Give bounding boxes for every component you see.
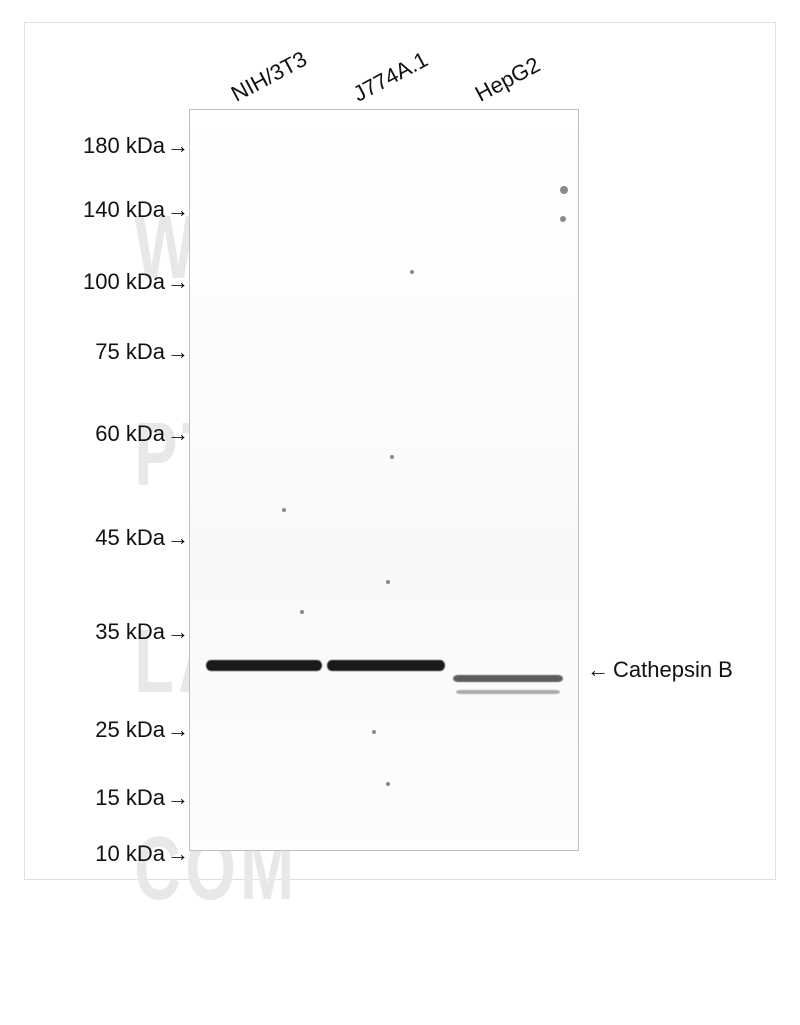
arrow-right-icon: → [167, 197, 189, 222]
mw-value: 75 kDa [95, 339, 165, 364]
target-protein-label: Cathepsin B [613, 657, 733, 683]
mw-marker: 180 kDa→ [59, 133, 189, 159]
speck [282, 508, 286, 512]
arrow-right-icon: → [167, 841, 189, 866]
mw-marker: 60 kDa→ [59, 421, 189, 447]
mw-value: 35 kDa [95, 619, 165, 644]
mw-marker: 10 kDa→ [59, 841, 189, 867]
mw-value: 180 kDa [83, 133, 165, 158]
mw-marker: 25 kDa→ [59, 717, 189, 743]
speck [560, 216, 566, 222]
arrow-right-icon: → [167, 717, 189, 742]
arrow-right-icon: → [167, 785, 189, 810]
mw-marker: 75 kDa→ [59, 339, 189, 365]
lane-label: HepG2 [471, 52, 545, 108]
arrow-right-icon: → [167, 421, 189, 446]
mw-value: 10 kDa [95, 841, 165, 866]
arrow-right-icon: → [167, 133, 189, 158]
mw-marker: 140 kDa→ [59, 197, 189, 223]
blot-membrane [189, 109, 579, 851]
speck [410, 270, 414, 274]
lane-label: J774A.1 [349, 47, 432, 108]
mw-value: 45 kDa [95, 525, 165, 550]
mw-value: 25 kDa [95, 717, 165, 742]
band [206, 660, 322, 671]
mw-marker: 45 kDa→ [59, 525, 189, 551]
arrow-right-icon: → [167, 525, 189, 550]
mw-marker-column: 180 kDa→140 kDa→100 kDa→75 kDa→60 kDa→45… [59, 79, 199, 879]
arrow-right-icon: → [167, 269, 189, 294]
mw-value: 60 kDa [95, 421, 165, 446]
figure-frame: WWW. PTG LAB. COM 180 kDa→140 kDa→100 kD… [24, 22, 776, 880]
band [453, 675, 563, 682]
mw-marker: 35 kDa→ [59, 619, 189, 645]
mw-value: 15 kDa [95, 785, 165, 810]
speck [300, 610, 304, 614]
band [456, 690, 560, 694]
band [327, 660, 445, 671]
speck [372, 730, 376, 734]
mw-value: 140 kDa [83, 197, 165, 222]
mw-marker: 15 kDa→ [59, 785, 189, 811]
arrow-right-icon: → [167, 619, 189, 644]
target-arrow-icon: ← [587, 657, 609, 683]
arrow-right-icon: → [167, 339, 189, 364]
speck [390, 455, 394, 459]
speck [560, 186, 568, 194]
blot-area: NIH/3T3J774A.1HepG2 [189, 51, 579, 851]
mw-marker: 100 kDa→ [59, 269, 189, 295]
mw-value: 100 kDa [83, 269, 165, 294]
speck [386, 580, 390, 584]
speck [386, 782, 390, 786]
lane-label: NIH/3T3 [227, 46, 312, 107]
